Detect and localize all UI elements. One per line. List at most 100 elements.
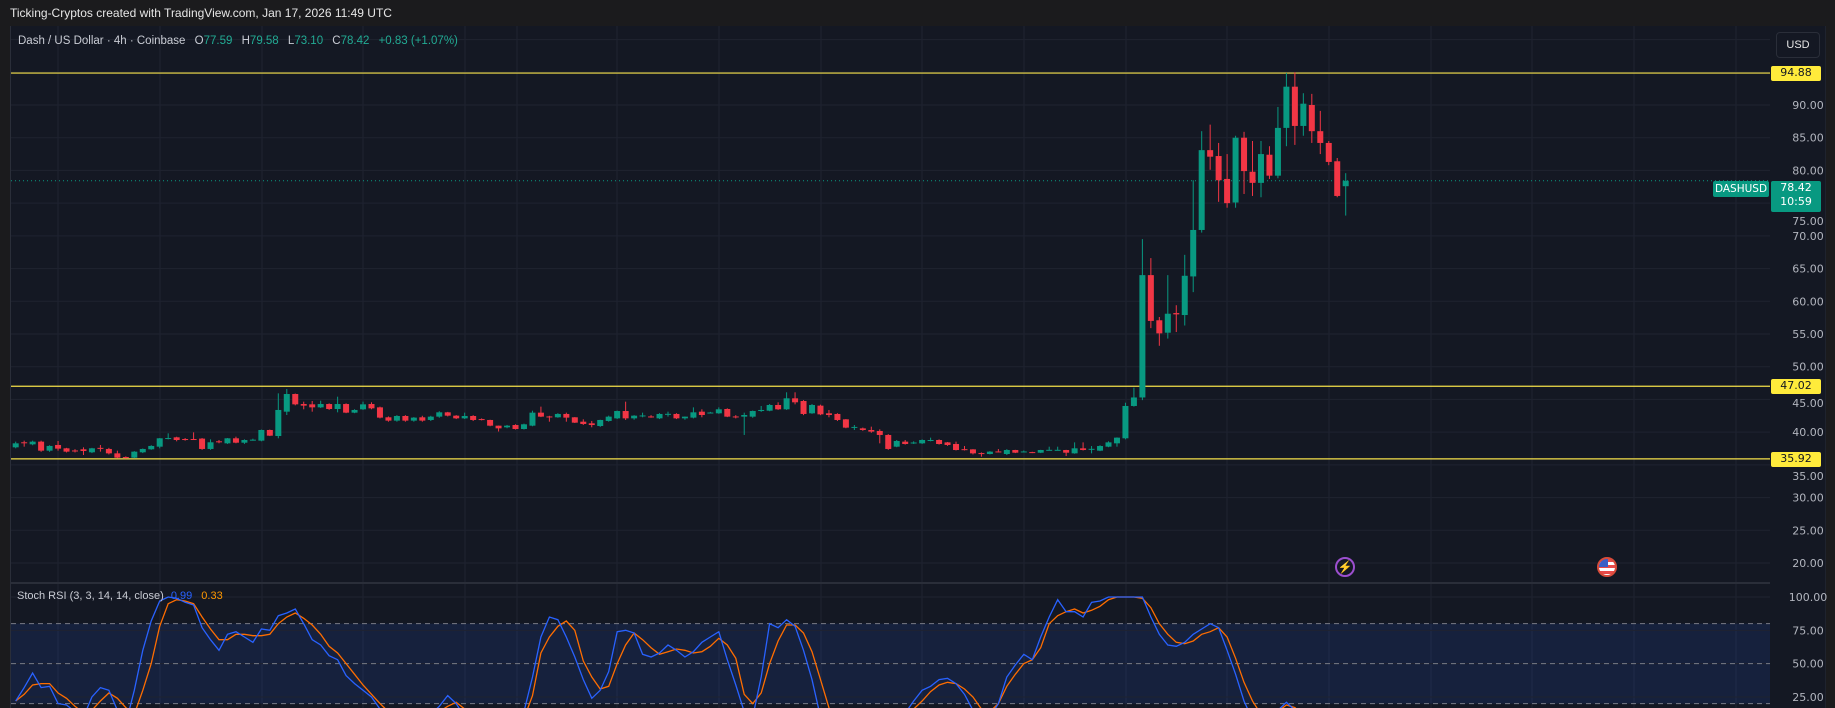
candle-body — [1147, 275, 1154, 321]
candle-body — [419, 417, 426, 421]
symbol-price-tag: DASHUSD — [1713, 181, 1769, 197]
stoch-tick-label: 25.00 — [1792, 691, 1824, 704]
candle — [741, 412, 748, 435]
us-flag-event-icon[interactable] — [1597, 557, 1617, 577]
candle-body — [800, 401, 807, 414]
candle — [859, 427, 866, 431]
candle — [978, 452, 985, 457]
candle-body — [1207, 150, 1214, 157]
price-tick-label: 70.00 — [1792, 230, 1824, 243]
candle — [520, 423, 527, 430]
candle-body — [1257, 154, 1264, 183]
candle-body — [63, 448, 70, 452]
high-label: H — [241, 35, 250, 47]
candle — [1156, 316, 1163, 346]
candle-body — [97, 447, 104, 449]
candle-body — [1266, 154, 1273, 176]
candle-body — [817, 405, 824, 415]
candle — [546, 415, 553, 422]
symbol-title[interactable]: Dash / US Dollar · 4h · Coinbase — [18, 35, 186, 47]
candle-body — [343, 404, 350, 413]
candle — [1266, 146, 1273, 179]
candle — [1274, 106, 1281, 179]
candle — [55, 440, 62, 451]
hline-label-mid[interactable]: 47.02 — [1771, 379, 1821, 394]
candle — [207, 439, 214, 450]
candles — [12, 72, 1349, 459]
currency-button[interactable]: USD — [1776, 32, 1820, 58]
candle-body — [444, 412, 451, 416]
candle-body — [71, 450, 78, 452]
candle — [529, 410, 536, 427]
candle — [419, 415, 426, 422]
stoch-k-value: 0.99 — [170, 590, 193, 602]
candle-body — [842, 419, 849, 428]
candle — [1283, 72, 1290, 147]
candle-body — [241, 440, 248, 443]
candle — [334, 396, 341, 413]
candle — [1105, 441, 1112, 448]
candle-body — [360, 404, 367, 410]
candle — [1088, 446, 1095, 454]
candle — [1317, 110, 1324, 155]
stoch-rsi-legend[interactable]: Stoch RSI (3, 3, 14, 14, close) 0.99 0.3… — [17, 590, 223, 602]
candle-body — [520, 424, 527, 430]
hline-label-bottom[interactable]: 35.92 — [1771, 452, 1821, 467]
candle-body — [902, 441, 909, 444]
candle — [605, 415, 612, 422]
candle-body — [631, 415, 638, 419]
candle — [571, 417, 578, 423]
stoch-d-value: 0.33 — [201, 590, 223, 602]
price-tick-label: 45.00 — [1792, 397, 1824, 410]
candle — [969, 449, 976, 455]
candle-body — [995, 451, 1002, 453]
candle — [758, 405, 765, 412]
candle-body — [927, 440, 934, 442]
candle — [1122, 402, 1129, 440]
candle — [817, 404, 824, 416]
candle — [470, 415, 477, 422]
candle-body — [639, 415, 646, 417]
candle-body — [190, 439, 197, 441]
candle-body — [402, 415, 409, 421]
candle-body — [1113, 437, 1120, 444]
candle — [343, 403, 350, 414]
candle-body — [554, 413, 561, 418]
candle — [165, 433, 172, 440]
candle — [29, 440, 36, 446]
candle — [487, 419, 494, 427]
candle — [292, 393, 299, 406]
candle — [461, 412, 468, 420]
stoch-k-line — [15, 596, 1294, 708]
candle — [622, 401, 629, 420]
candle — [1334, 157, 1341, 198]
candle — [1342, 173, 1349, 216]
candle — [376, 406, 383, 419]
candle — [1181, 254, 1188, 326]
candle-body — [478, 419, 485, 421]
candle-body — [673, 413, 680, 419]
candle-body — [724, 408, 731, 417]
candle — [800, 400, 807, 416]
candle — [156, 438, 163, 449]
candle-body — [664, 413, 671, 415]
candle — [766, 404, 773, 412]
candle — [224, 438, 231, 444]
candle-body — [1088, 448, 1095, 450]
candle — [131, 451, 138, 459]
candle — [690, 407, 697, 419]
candle-body — [1012, 450, 1019, 453]
hline-label-top[interactable]: 94.88 — [1771, 66, 1821, 81]
candle — [410, 417, 417, 422]
candle — [495, 425, 502, 432]
candle — [368, 402, 375, 410]
candle-body — [1130, 397, 1137, 406]
candle-body — [1046, 449, 1053, 451]
candle — [326, 403, 333, 410]
candle — [1215, 142, 1222, 202]
candle-body — [563, 413, 570, 418]
lightning-event-icon[interactable]: ⚡ — [1335, 557, 1355, 577]
candle — [1198, 131, 1205, 233]
candle-body — [953, 443, 960, 451]
